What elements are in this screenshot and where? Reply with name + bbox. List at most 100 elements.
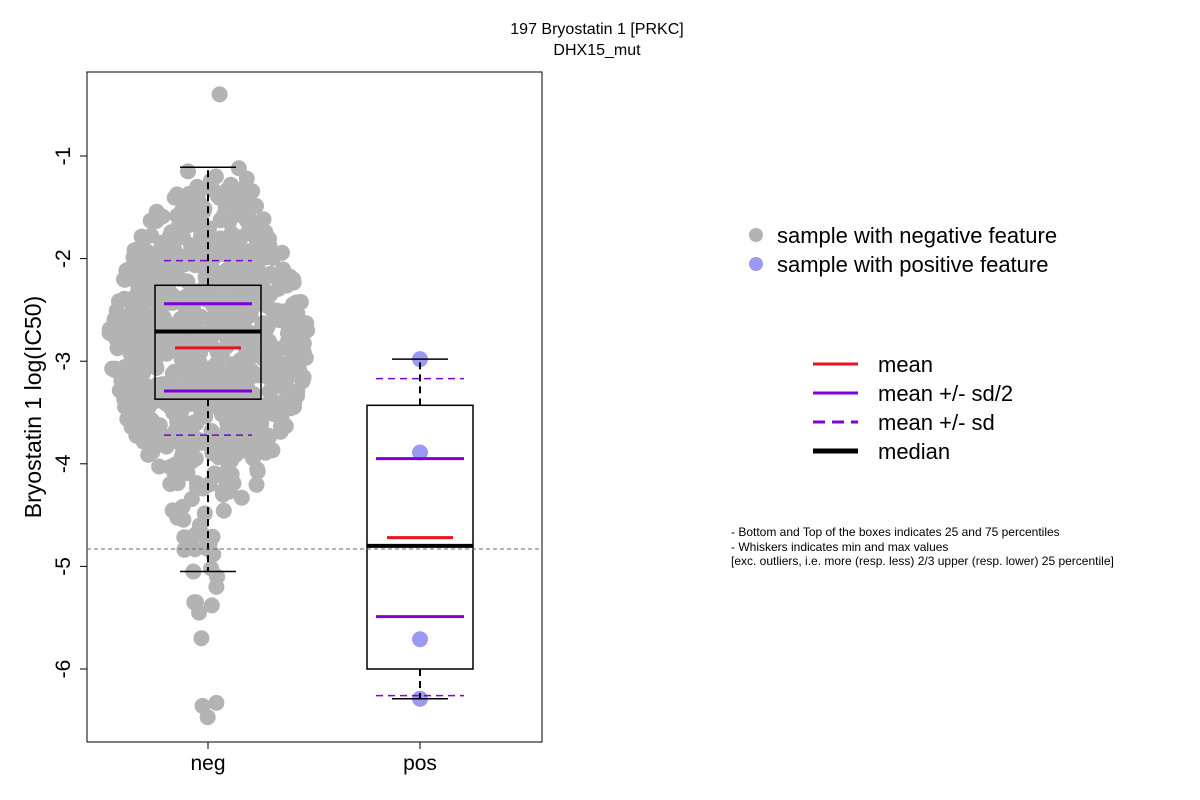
point-neg [177, 364, 194, 381]
point-neg [279, 334, 296, 351]
box-rect [366, 404, 474, 670]
point-neg [120, 268, 137, 285]
point-neg [264, 267, 281, 284]
point-neg [238, 180, 255, 196]
point-neg [223, 466, 240, 483]
point-neg [180, 422, 196, 439]
point-neg [205, 261, 221, 278]
point-neg [124, 408, 141, 425]
point-neg [107, 360, 124, 377]
point-neg [215, 502, 232, 519]
point-neg [155, 345, 172, 362]
point-neg [187, 450, 204, 467]
point-neg [259, 347, 276, 363]
box-rect [154, 284, 262, 400]
legend-marker-negative [749, 228, 763, 242]
point-neg [188, 475, 205, 492]
point-neg [221, 213, 238, 230]
point-pos [412, 444, 428, 461]
point-neg [265, 358, 282, 375]
point-neg [211, 86, 228, 103]
box-neg [154, 166, 262, 573]
point-neg [178, 191, 195, 208]
point-neg [154, 279, 170, 296]
point-neg [193, 630, 210, 647]
point-neg [190, 332, 207, 349]
point-neg [183, 491, 200, 507]
point-neg [178, 303, 195, 320]
point-neg [183, 283, 200, 300]
legend-label-negative: sample with negative feature [777, 223, 1057, 248]
legend-label-sd: mean +/- sd [878, 410, 995, 435]
y-axis: -1 -2 -3 -4 -5 -6 [52, 147, 88, 678]
point-neg [183, 237, 199, 254]
point-neg [190, 205, 207, 222]
point-neg [176, 529, 193, 546]
point-neg [128, 323, 145, 340]
point-neg [109, 340, 126, 357]
point-neg [155, 309, 172, 326]
point-neg [199, 709, 216, 726]
point-neg [165, 255, 182, 272]
point-neg [228, 332, 245, 349]
y-tick-label: -3 [52, 352, 75, 371]
point-neg [221, 398, 238, 415]
point-neg [191, 604, 207, 621]
point-neg [258, 320, 275, 337]
point-neg [238, 408, 255, 425]
legend-lines: mean mean +/- sd/2 mean +/- sd median [813, 352, 1013, 464]
point-pos [412, 631, 428, 648]
note-line-1: - Bottom and Top of the boxes indicates … [731, 525, 1060, 539]
point-neg [133, 228, 150, 245]
point-neg [210, 301, 227, 318]
point-neg [273, 411, 290, 428]
point-neg [162, 476, 179, 492]
box-pos [366, 358, 474, 700]
point-neg [278, 367, 295, 384]
point-neg [208, 694, 225, 711]
point-neg [137, 269, 154, 286]
y-tick-label: -4 [52, 454, 75, 473]
point-neg [244, 252, 261, 269]
point-neg [132, 289, 149, 306]
point-neg [144, 380, 161, 397]
point-neg [211, 189, 228, 206]
point-neg [259, 298, 276, 315]
point-neg [199, 380, 216, 397]
point-neg [162, 459, 179, 475]
legend-label-positive: sample with positive feature [777, 252, 1048, 277]
point-neg [201, 475, 218, 492]
point-neg [203, 423, 220, 439]
point-neg [243, 276, 260, 292]
chart-notes: - Bottom and Top of the boxes indicates … [731, 525, 1114, 568]
note-line-3: [exc. outliers, i.e. more (resp. less) 2… [731, 554, 1114, 568]
point-neg [173, 350, 190, 367]
point-neg [276, 310, 293, 327]
point-neg [214, 341, 231, 358]
point-neg [116, 290, 133, 307]
y-axis-title: Bryostatin 1 log(IC50) [20, 296, 46, 518]
point-neg [135, 351, 152, 368]
point-neg [161, 377, 178, 393]
y-tick-label: -5 [52, 557, 75, 576]
point-neg [164, 502, 181, 519]
data-points [101, 86, 428, 726]
point-neg [248, 476, 265, 493]
point-neg [230, 269, 247, 286]
y-tick-label: -2 [52, 249, 75, 268]
point-neg [255, 397, 272, 414]
point-neg [220, 232, 237, 249]
note-line-2: - Whiskers indicates min and max values [731, 540, 948, 554]
point-neg [249, 463, 266, 480]
point-neg [257, 224, 274, 241]
point-neg [179, 465, 196, 482]
point-neg [246, 331, 263, 348]
point-neg [193, 227, 210, 244]
legend-label-mean: mean [878, 352, 933, 377]
point-neg [139, 243, 156, 260]
boxes [154, 166, 474, 700]
point-neg [191, 517, 208, 534]
chart-subtitle: DHX15_mut [553, 42, 641, 59]
point-neg [264, 442, 281, 459]
point-neg [227, 447, 244, 463]
